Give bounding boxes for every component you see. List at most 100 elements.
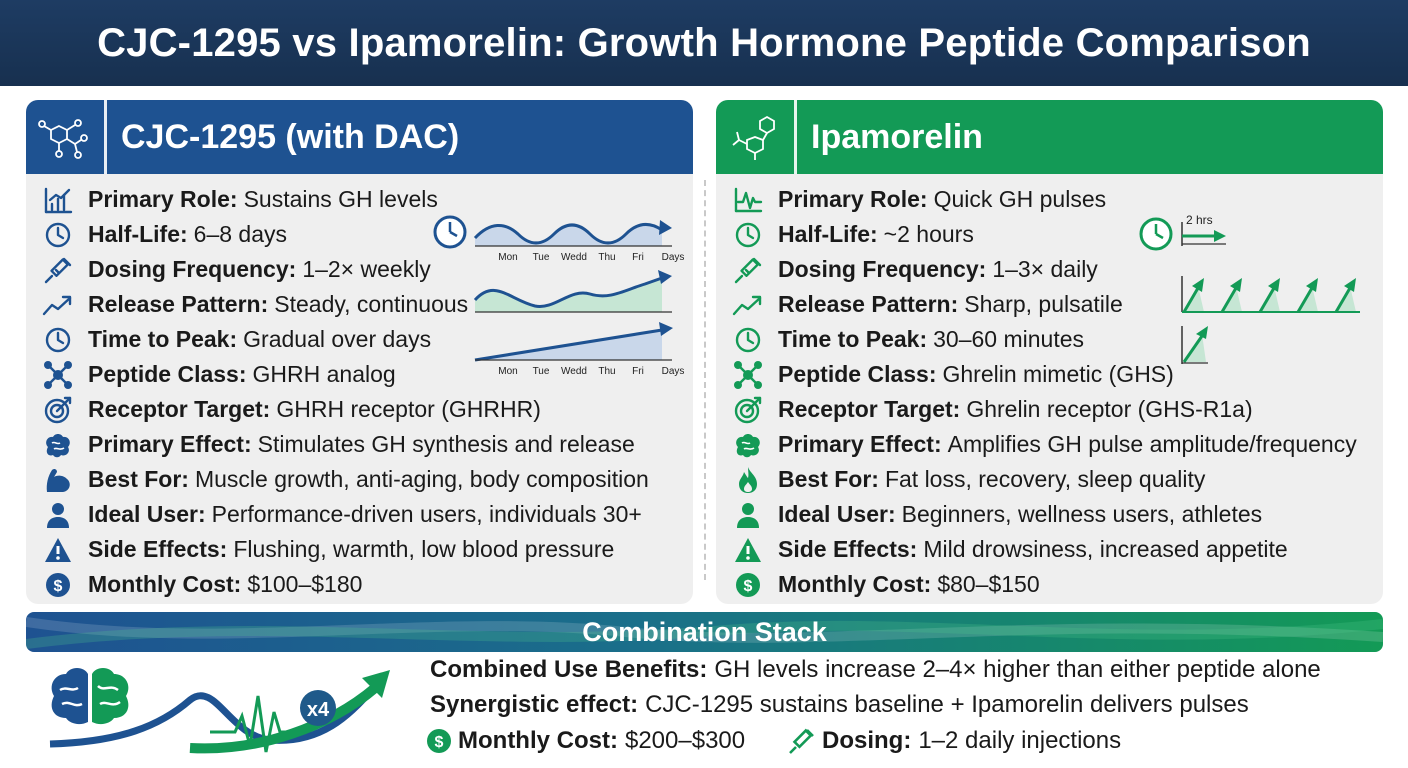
attribute-row: Half-Life: 6–8 days <box>40 217 287 252</box>
combined-cost-label: Monthly Cost: <box>458 727 618 754</box>
attribute-row: Release Pattern: Sharp, pulsatile <box>730 287 1123 322</box>
pulse-arrowhead <box>1192 278 1204 292</box>
attribute-value: Muscle growth, anti-aging, body composit… <box>194 466 649 492</box>
attribute-value: GHRH receptor (GHRHR) <box>276 396 541 422</box>
warning-icon <box>40 535 76 565</box>
day-label: Wedd <box>561 252 587 263</box>
ipamorelin-release-charts: 2 hrs <box>1139 213 1360 364</box>
attribute-row: Side Effects: Mild drowsiness, increased … <box>730 532 1288 567</box>
attribute-row: $ Monthly Cost: $80–$150 <box>730 567 1040 602</box>
combined-benefits-value: GH levels increase 2–4× higher than eith… <box>714 656 1321 683</box>
attribute-value: Gradual over days <box>243 326 432 352</box>
page-title: CJC-1295 vs Ipamorelin: Growth Hormone P… <box>97 20 1311 65</box>
pulse-line <box>1296 287 1314 313</box>
day-label: Wedd <box>561 366 587 377</box>
day-label: Fri <box>632 366 644 377</box>
user-icon <box>730 500 766 530</box>
cjc-1295-name: CJC-1295 (with DAC) <box>121 117 460 156</box>
attribute-label: Peptide Class: <box>778 361 937 387</box>
clock-icon <box>433 215 467 249</box>
attribute-row: Time to Peak: 30–60 minutes <box>730 322 1084 357</box>
day-label: Tue <box>533 252 550 263</box>
molecule-icon <box>730 360 766 390</box>
combined-dosing-label: Dosing: <box>822 727 912 754</box>
pulse-line <box>1258 287 1276 313</box>
attribute-value: Beginners, wellness users, athletes <box>901 501 1263 527</box>
attribute-value: $100–$180 <box>247 571 363 597</box>
pulse-line <box>1220 287 1238 313</box>
synergistic-effect: Synergistic effect: CJC-1295 sustains ba… <box>430 691 1249 719</box>
ipamorelin-name: Ipamorelin <box>811 117 983 156</box>
combined-dosing-value: 1–2 daily injections <box>918 727 1122 754</box>
syringe-icon <box>730 255 766 285</box>
target-icon <box>730 395 766 425</box>
attribute-value: Sharp, pulsatile <box>964 291 1123 317</box>
attribute-label: Best For: <box>88 466 189 492</box>
molecule-structure-icon <box>26 100 107 174</box>
attribute-label: Dosing Frequency: <box>778 256 987 282</box>
syringe-icon <box>789 728 814 754</box>
clock-icon <box>40 325 76 355</box>
attribute-label: Half-Life: <box>778 221 878 247</box>
warning-icon <box>730 535 766 565</box>
attribute-value: Steady, continuous <box>274 291 469 317</box>
pulse-line <box>1182 287 1200 313</box>
dollar-icon: $ <box>427 729 451 753</box>
attribute-label: Receptor Target: <box>778 396 961 422</box>
user-icon <box>40 500 76 530</box>
attribute-value: 6–8 days <box>193 221 288 247</box>
multiplier-badge: x4 <box>307 699 330 721</box>
attribute-value: Quick GH pulses <box>933 186 1107 212</box>
clock-icon <box>40 220 76 250</box>
day-label: Fri <box>632 252 644 263</box>
attribute-value: $80–$150 <box>937 571 1040 597</box>
svg-text:$: $ <box>435 734 444 751</box>
pulse-arrowhead <box>1306 278 1318 292</box>
attribute-label: Ideal User: <box>778 501 896 527</box>
clock-icon <box>1139 217 1173 251</box>
attribute-label: Ideal User: <box>88 501 206 527</box>
attribute-label: Side Effects: <box>88 536 228 562</box>
dollar-icon: $ <box>730 570 766 600</box>
attribute-value: 30–60 minutes <box>933 326 1085 352</box>
attribute-label: Monthly Cost: <box>778 571 932 597</box>
trend-up-icon <box>730 290 766 320</box>
muscle-icon <box>40 465 76 495</box>
half-life-label: 2 hrs <box>1186 213 1213 227</box>
pulse-arrowhead <box>1230 278 1242 292</box>
attribute-label: Best For: <box>778 466 879 492</box>
flame-icon <box>730 465 766 495</box>
attribute-row: $ Monthly Cost: $100–$180 <box>40 567 362 602</box>
trend-up-icon <box>40 290 76 320</box>
attribute-value: GHRH analog <box>252 361 396 387</box>
pulse-arrowhead <box>1268 278 1280 292</box>
attribute-value: Ghrelin receptor (GHS-R1a) <box>966 396 1253 422</box>
attribute-row: Primary Role: Sustains GH levels <box>40 182 438 217</box>
svg-text:$: $ <box>744 578 753 595</box>
attribute-row: Time to Peak: Gradual over days <box>40 322 431 357</box>
combined-benefits: Combined Use Benefits: GH levels increas… <box>430 656 1321 684</box>
attribute-row: Best For: Muscle growth, anti-aging, body… <box>40 462 649 497</box>
attribute-label: Time to Peak: <box>88 326 238 352</box>
attribute-label: Monthly Cost: <box>88 571 242 597</box>
attribute-row: Ideal User: Performance-driven users, ind… <box>40 497 642 532</box>
attribute-row: Half-Life: ~2 hours <box>730 217 974 252</box>
axis-end-label: Days <box>662 252 685 263</box>
attribute-row: Best For: Fat loss, recovery, sleep quali… <box>730 462 1205 497</box>
combined-monthly-cost: $ Monthly Cost: $200–$300 <box>426 727 745 755</box>
synergistic-effect-value: CJC-1295 sustains baseline + Ipamorelin … <box>645 691 1249 718</box>
attribute-label: Time to Peak: <box>778 326 928 352</box>
attribute-value: Performance-driven users, individuals 30… <box>211 501 642 527</box>
attribute-row: Primary Effect: Stimulates GH synthesis a… <box>40 427 635 462</box>
target-icon <box>40 395 76 425</box>
synergistic-effect-label: Synergistic effect: <box>430 691 639 718</box>
ipamorelin-header: Ipamorelin <box>716 100 1383 174</box>
cjc-1295-panel: CJC-1295 (with DAC) Primary Role: Sustain… <box>26 100 693 604</box>
attribute-row: Primary Role: Quick GH pulses <box>730 182 1106 217</box>
attribute-label: Primary Effect: <box>88 431 252 457</box>
attribute-value: Mild drowsiness, increased appetite <box>923 536 1288 562</box>
attribute-label: Release Pattern: <box>88 291 269 317</box>
cjc-1295-header: CJC-1295 (with DAC) <box>26 100 693 174</box>
attribute-value: 1–2× weekly <box>302 256 431 282</box>
attribute-value: Ghrelin mimetic (GHS) <box>942 361 1174 387</box>
